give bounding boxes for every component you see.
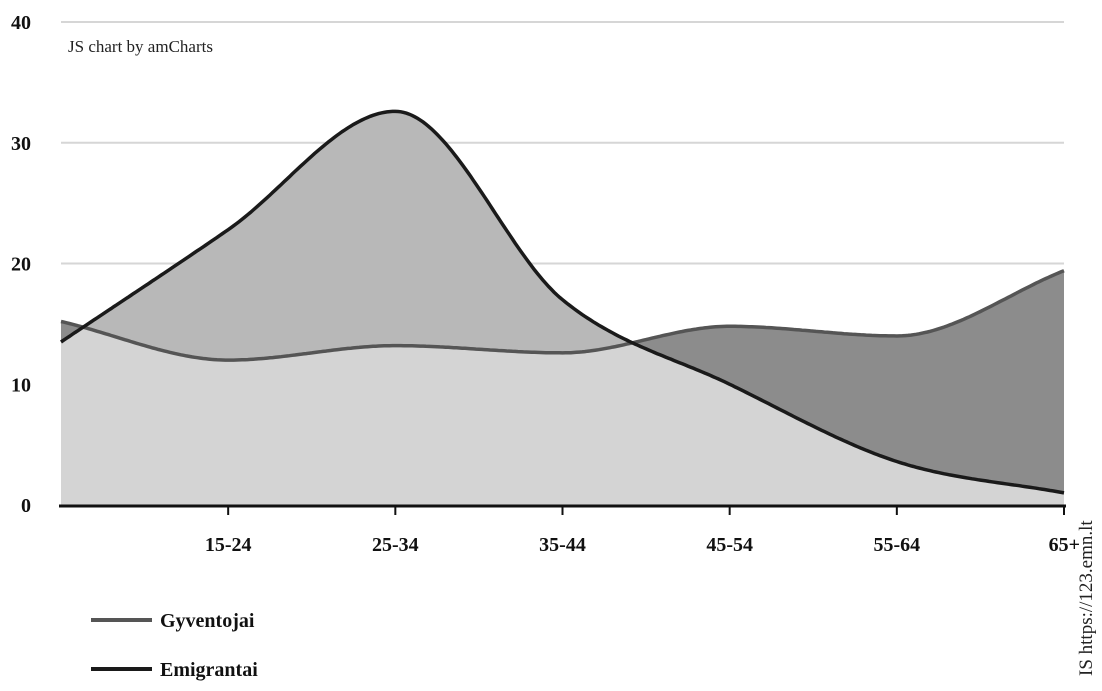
legend-label[interactable]: Emigrantai xyxy=(160,659,258,681)
legend: Gyventojai Emigrantai xyxy=(91,610,258,681)
y-tick-label: 10 xyxy=(11,374,31,396)
y-axis-ticks: 0 10 20 30 40 xyxy=(11,12,31,517)
legend-label[interactable]: Gyventojai xyxy=(160,610,255,632)
y-tick-label: 30 xyxy=(11,133,31,155)
x-tick-label: 15-24 xyxy=(205,534,252,556)
series-line-emigrantai[interactable] xyxy=(60,109,1065,495)
chart-credit[interactable]: JS chart by amCharts xyxy=(68,37,213,56)
x-tick-label: 55-64 xyxy=(873,534,920,556)
series-areas xyxy=(61,111,1064,506)
watermark-text: IS https://123.emn.lt xyxy=(1076,520,1097,676)
y-tick-label: 40 xyxy=(11,12,31,34)
y-tick-label: 0 xyxy=(21,495,31,517)
x-tick-label: 35-44 xyxy=(539,534,586,556)
x-tick-label: 65+ xyxy=(1049,534,1080,556)
x-tick-label: 45-54 xyxy=(706,534,753,556)
x-tick-label: 25-34 xyxy=(372,534,419,556)
y-tick-label: 20 xyxy=(11,254,31,276)
overlap-area xyxy=(61,327,1064,505)
series-lines xyxy=(60,109,1065,495)
series-line-gyventojai[interactable] xyxy=(60,269,1065,362)
x-axis: 15-24 25-34 35-44 45-54 55-64 65+ xyxy=(59,504,1080,556)
